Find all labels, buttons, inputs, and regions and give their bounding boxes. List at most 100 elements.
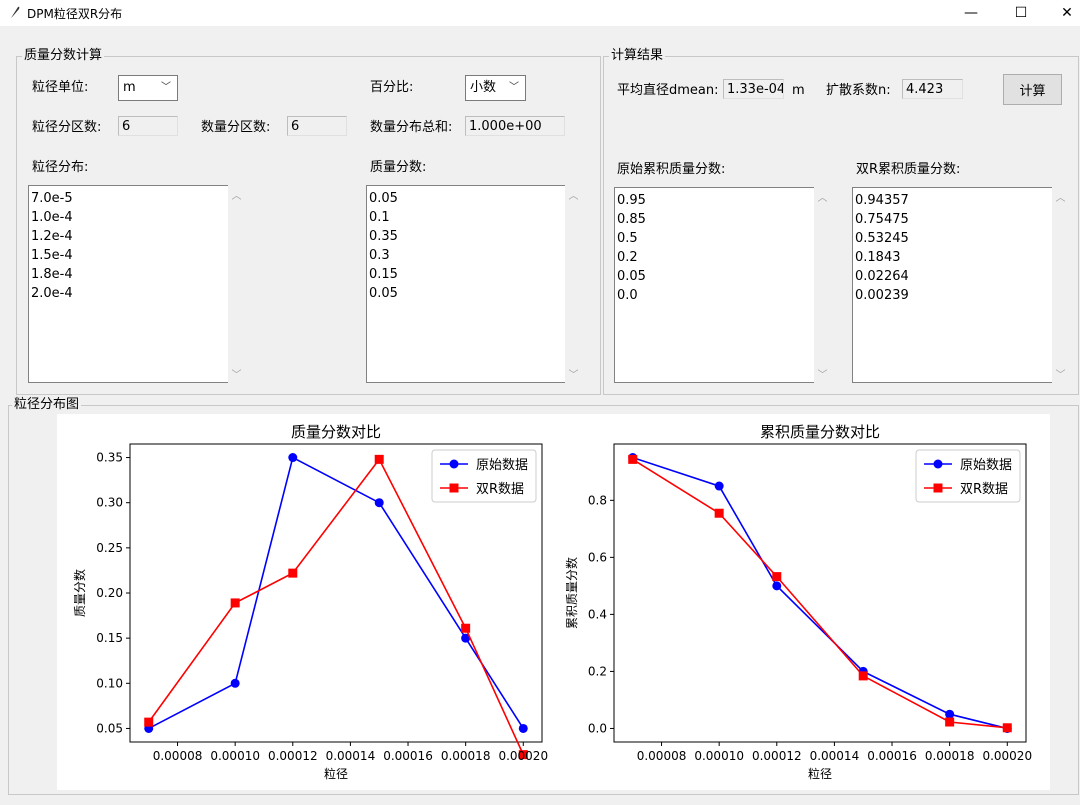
- x-axis-label: 粒径: [324, 766, 348, 781]
- legend-label: 原始数据: [476, 458, 528, 473]
- mass-frac-scrollbar[interactable]: ︿ ﹀: [565, 185, 582, 383]
- maximize-button[interactable]: ☐: [1014, 5, 1028, 21]
- list-item: 0.53245: [855, 231, 909, 246]
- scroll-up-icon[interactable]: ︿: [231, 191, 242, 202]
- dmean-label: 平均直径dmean:: [617, 83, 719, 98]
- y-axis-label: 累积质量分数: [564, 557, 579, 629]
- data-point-square: [374, 454, 384, 464]
- x-tick-label: 0.00010: [694, 749, 744, 763]
- y-tick-label: 0.20: [96, 586, 123, 600]
- list-item: 0.05: [369, 286, 398, 301]
- dmean-unit: m: [792, 83, 805, 98]
- mass-fraction-group-title: 质量分数计算: [22, 48, 105, 63]
- x-tick-label: 0.00012: [268, 749, 318, 763]
- feather-icon: [11, 6, 20, 18]
- list-item: 0.75475: [855, 212, 909, 227]
- size-bins-field[interactable]: 6: [118, 116, 178, 136]
- x-tick-label: 0.00014: [810, 749, 860, 763]
- size-dist-scrollbar[interactable]: ︿ ﹀: [228, 185, 245, 383]
- mass-frac-label: 质量分数:: [370, 160, 427, 175]
- mass-frac-textbox[interactable]: 0.05 0.1 0.35 0.3 0.15 0.05: [366, 185, 566, 383]
- close-button[interactable]: ✕: [1061, 5, 1073, 21]
- data-point-square: [772, 572, 782, 582]
- legend-label: 双R数据: [960, 482, 1008, 497]
- scroll-down-icon[interactable]: ﹀: [1055, 370, 1066, 381]
- y-tick-label: 0.8: [588, 493, 607, 507]
- data-point-circle: [374, 498, 384, 508]
- spread-field[interactable]: 4.423: [902, 79, 963, 99]
- y-tick-label: 0.10: [96, 676, 123, 690]
- calculate-button[interactable]: 计算: [1003, 74, 1062, 105]
- x-tick-label: 0.00014: [326, 749, 376, 763]
- plot-canvas: 质量分数对比 0.00008 0.00010 0.00012 0.00014 0.0001…: [57, 414, 1050, 790]
- list-item: 0.05: [369, 191, 398, 206]
- size-dist-textbox[interactable]: 7.0e-5 1.0e-4 1.2e-4 1.5e-4 1.8e-4 2.0e-…: [28, 185, 230, 383]
- chevron-down-icon: ﹀: [509, 82, 519, 93]
- y-tick-label: 0.4: [588, 607, 607, 621]
- data-point-circle: [461, 633, 471, 643]
- data-point-circle: [772, 581, 782, 591]
- minimize-button[interactable]: —: [964, 5, 978, 21]
- scroll-down-icon[interactable]: ﹀: [817, 370, 828, 381]
- dmean-field[interactable]: 1.33e-04: [723, 79, 784, 99]
- window-title: DPM粒径双R分布: [27, 7, 123, 21]
- title-bar: DPM粒径双R分布 — ☐ ✕: [0, 0, 1080, 26]
- percent-value: 小数: [470, 80, 497, 95]
- y-tick-label: 0.25: [96, 541, 123, 555]
- scroll-up-icon[interactable]: ︿: [817, 193, 828, 204]
- scroll-down-icon[interactable]: ﹀: [568, 370, 579, 381]
- chart-title: 质量分数对比: [291, 423, 381, 441]
- series-line-1: [148, 456, 524, 730]
- list-item: 0.94357: [855, 193, 909, 208]
- list-item: 1.2e-4: [31, 229, 73, 244]
- mass-bins-field[interactable]: 6: [287, 116, 347, 136]
- x-tick-label: 0.00008: [153, 749, 203, 763]
- list-item: 1.5e-4: [31, 248, 73, 263]
- mass-total-label: 数量分布总和:: [370, 120, 453, 135]
- y-tick-label: 0.05: [96, 721, 123, 735]
- percent-label: 百分比:: [370, 80, 414, 95]
- rr-cum-label: 双R累积质量分数:: [856, 162, 961, 177]
- y-tick-label: 0.15: [96, 631, 123, 645]
- particle-unit-select[interactable]: m ﹀: [118, 75, 178, 101]
- data-point-circle: [945, 709, 955, 719]
- percent-select[interactable]: 小数 ﹀: [465, 75, 526, 101]
- y-tick-label: 0.0: [588, 721, 607, 735]
- plot-group-title: 粒径分布图: [12, 397, 82, 412]
- x-tick-label: 0.00020: [498, 749, 548, 763]
- x-tick-label: 0.00018: [925, 749, 975, 763]
- legend-label: 原始数据: [960, 458, 1012, 473]
- size-bins-label: 粒径分区数:: [32, 120, 102, 135]
- orig-cum-scrollbar[interactable]: ︿ ﹀: [814, 187, 831, 383]
- y-tick-label: 0.30: [96, 496, 123, 510]
- x-tick-label: 0.00010: [210, 749, 260, 763]
- mass-total-field[interactable]: 1.000e+00: [465, 116, 565, 136]
- spread-label: 扩散系数n:: [826, 83, 891, 98]
- list-item: 1.8e-4: [31, 267, 73, 282]
- legend-label: 双R数据: [476, 482, 524, 497]
- data-point-square: [1002, 723, 1012, 733]
- rr-cum-textbox[interactable]: 0.94357 0.75475 0.53245 0.1843 0.02264 0…: [852, 187, 1053, 383]
- plot-group: [8, 405, 1079, 795]
- legend-marker-square: [933, 483, 943, 493]
- orig-cum-textbox[interactable]: 0.95 0.85 0.5 0.2 0.05 0.0: [614, 187, 816, 383]
- list-item: 0.05: [617, 269, 646, 284]
- mass-bins-label: 数量分区数:: [201, 120, 271, 135]
- rr-cum-scrollbar[interactable]: ︿ ﹀: [1052, 187, 1069, 383]
- series-line-1: [632, 456, 1008, 730]
- orig-cum-label: 原始累积质量分数:: [617, 162, 726, 177]
- legend-marker-circle: [449, 459, 459, 469]
- x-tick-label: 0.00020: [982, 749, 1032, 763]
- scroll-up-icon[interactable]: ︿: [568, 191, 579, 202]
- x-tick-label: 0.00012: [752, 749, 802, 763]
- list-item: 0.02264: [855, 269, 909, 284]
- y-axis-label: 质量分数: [72, 569, 87, 617]
- scroll-down-icon[interactable]: ﹀: [231, 370, 242, 381]
- scroll-up-icon[interactable]: ︿: [1055, 193, 1066, 204]
- data-point-square: [288, 568, 298, 578]
- list-item: 2.0e-4: [31, 286, 73, 301]
- list-item: 7.0e-5: [31, 191, 73, 206]
- chart-2: [610, 443, 1027, 746]
- legend-marker-circle: [933, 459, 943, 469]
- list-item: 0.85: [617, 212, 646, 227]
